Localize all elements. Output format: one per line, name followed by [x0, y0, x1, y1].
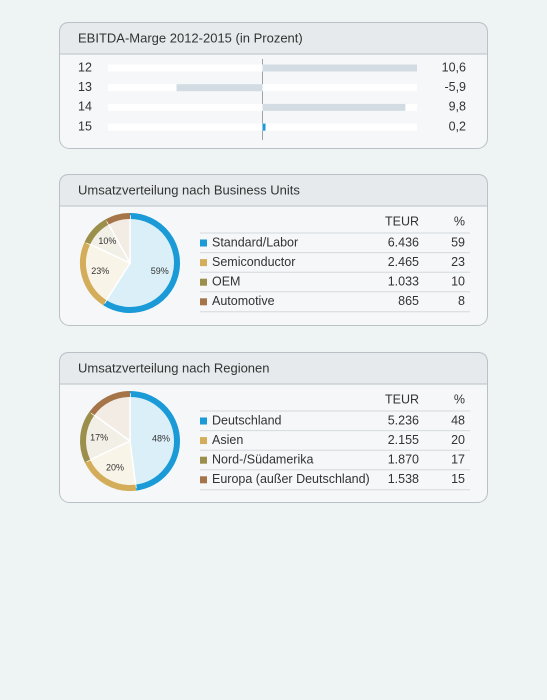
percent: 20	[451, 433, 465, 447]
amount: 5.236	[388, 413, 419, 427]
value-label: 0,2	[449, 119, 466, 133]
percent: 10	[451, 274, 465, 288]
row-label: Semiconductor	[212, 255, 295, 269]
legend-swatch	[200, 298, 207, 306]
row-label: Europa (außer Deutschland)	[212, 472, 370, 486]
row-label: Standard/Labor	[212, 235, 298, 249]
pie-label: 20%	[106, 463, 124, 473]
amount: 2.155	[388, 433, 419, 447]
panel-title: EBITDA-Marge 2012-2015 (in Prozent)	[78, 30, 303, 45]
percent: 17	[451, 452, 465, 466]
amount: 1.870	[388, 452, 419, 466]
legend-swatch	[200, 417, 207, 425]
legend-swatch	[200, 456, 207, 464]
pie-label: 17%	[90, 432, 108, 442]
panel-title: Umsatzverteilung nach Business Units	[78, 182, 300, 197]
pie-label: 23%	[91, 266, 109, 276]
category-label: 14	[78, 100, 92, 114]
bar	[262, 123, 266, 131]
row-label: Asien	[212, 433, 243, 447]
column-header: TEUR	[385, 214, 419, 228]
pie-label: 10%	[98, 236, 116, 246]
legend-swatch	[200, 476, 207, 484]
value-label: -5,9	[444, 80, 466, 94]
row-label: Automotive	[212, 294, 275, 308]
bar	[176, 84, 263, 92]
legend-swatch	[200, 437, 207, 445]
percent: 23	[451, 255, 465, 269]
category-label: 15	[78, 119, 92, 133]
value-label: 10,6	[442, 60, 466, 74]
panel-header	[59, 22, 488, 55]
pie-ring	[89, 391, 131, 416]
pie-ring	[80, 411, 95, 463]
amount: 2.465	[388, 255, 419, 269]
pie-ring	[105, 213, 131, 225]
legend-swatch	[200, 278, 207, 286]
legend-swatch	[200, 259, 207, 267]
value-label: 9,8	[449, 100, 466, 114]
column-header: TEUR	[385, 392, 419, 406]
column-header: %	[454, 214, 465, 228]
column-header: %	[454, 392, 465, 406]
category-label: 12	[78, 60, 92, 74]
panel-header	[59, 352, 488, 385]
pie-ring	[84, 459, 137, 491]
amount: 1.033	[388, 274, 419, 288]
percent: 59	[451, 235, 465, 249]
pie-label: 48%	[152, 433, 170, 443]
panel-header	[59, 174, 488, 207]
percent: 8	[458, 294, 465, 308]
row-label: Deutschland	[212, 413, 282, 427]
pie-ring	[103, 213, 180, 313]
amount: 6.436	[388, 235, 419, 249]
pie-ring	[129, 391, 180, 491]
amount: 865	[398, 294, 419, 308]
amount: 1.538	[388, 472, 419, 486]
pie-ring	[84, 219, 109, 245]
category-label: 13	[78, 80, 92, 94]
row-label: Nord-/Südamerika	[212, 452, 313, 466]
pie-ring	[80, 241, 107, 306]
legend-swatch	[200, 239, 207, 247]
percent: 15	[451, 472, 465, 486]
pie-label: 59%	[151, 266, 169, 276]
bar	[262, 103, 406, 111]
panel-title: Umsatzverteilung nach Regionen	[78, 360, 270, 375]
percent: 48	[451, 413, 465, 427]
row-label: OEM	[212, 274, 240, 288]
bar	[262, 64, 417, 72]
